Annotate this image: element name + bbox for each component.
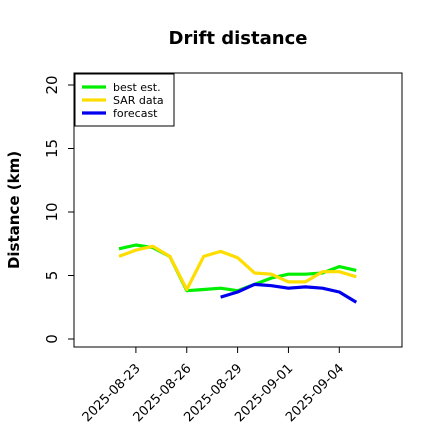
- y-tick-label: 0: [43, 334, 61, 344]
- y-axis-label: Distance (km): [5, 151, 23, 269]
- legend-label: forecast: [113, 107, 158, 120]
- y-tick-label: 20: [43, 75, 61, 94]
- y-tick-label: 5: [43, 271, 61, 281]
- y-tick-label: 10: [43, 202, 61, 221]
- series-line-1: [118, 244, 357, 292]
- legend-label: best est.: [113, 81, 161, 94]
- series-line-2: [220, 282, 358, 304]
- y-tick-label: 15: [43, 139, 61, 158]
- series-line-0: [118, 243, 357, 293]
- chart-title: Drift distance: [169, 28, 308, 49]
- y-axis: 0 5 10 15 20: [43, 75, 74, 344]
- series-layer: [118, 243, 358, 304]
- x-axis: 2025-08-232025-08-262025-08-292025-09-01…: [80, 347, 347, 425]
- legend-label: SAR data: [113, 94, 164, 107]
